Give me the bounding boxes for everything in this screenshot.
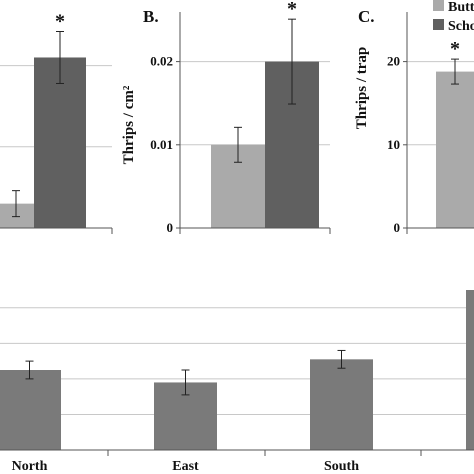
panel-a-chart: * <box>0 10 113 234</box>
panel-c-ylabel: Thrips / trap <box>354 47 370 130</box>
legend-swatch-butte <box>433 0 444 11</box>
legend-label-scho: Scho <box>448 19 474 34</box>
panel-c-significance-star: * <box>450 38 460 60</box>
panel-c-chart: C. Thrips / trap 0 10 20 * <box>354 7 474 235</box>
legend-swatch-scho <box>433 19 444 30</box>
bottom-panel-category-label: South <box>324 459 359 474</box>
bottom-panel-bar <box>466 290 474 450</box>
bottom-panel-bar <box>310 359 373 450</box>
panel-b-ytick-label: 0 <box>167 220 174 235</box>
panel-b-ytick-label: 0.01 <box>150 137 173 152</box>
bottom-panel-category-label: North <box>12 459 48 474</box>
legend-label-butte: Butte <box>448 0 474 15</box>
panel-c-ytick-label: 0 <box>394 220 401 235</box>
panel-b-ylabel: Thrips / cm² <box>121 85 137 164</box>
panel-b-label: B. <box>143 7 159 26</box>
panel-b-significance-star: * <box>287 0 297 20</box>
panel-c-label: C. <box>358 7 375 26</box>
panel-c-ytick-label: 20 <box>387 54 400 69</box>
panel-b-ytick-label: 0.02 <box>150 54 173 69</box>
legend: Butte Scho <box>433 0 474 34</box>
panel-c-ytick-label: 10 <box>387 137 400 152</box>
panel-a-bar <box>34 57 86 229</box>
panel-c-bar <box>436 71 474 228</box>
bottom-panel-bar <box>0 370 61 450</box>
bottom-panel-chart: North East South <box>0 290 474 474</box>
panel-a-significance-star: * <box>55 10 65 32</box>
panel-b-chart: B. Thrips / cm² 0 0.01 0.02 * <box>121 0 331 235</box>
bottom-panel-category-label: East <box>172 459 199 474</box>
